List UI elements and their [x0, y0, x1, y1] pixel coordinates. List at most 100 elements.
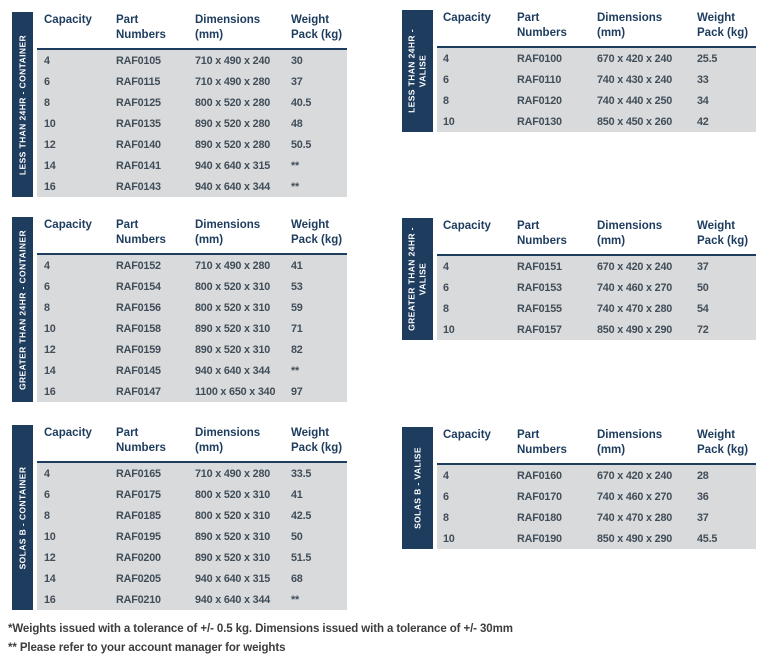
cell-capacity: 6 — [44, 75, 50, 88]
table-header: Capacity Part Numbers Dimensions (mm) We… — [37, 425, 347, 463]
cell-capacity: 10 — [443, 115, 455, 128]
column-header-part-numbers: Part Numbers — [517, 12, 567, 39]
table-row: 16 RAF0210 940 x 640 x 344 ** — [37, 589, 347, 610]
cell-part-number: RAF0135 — [116, 117, 161, 130]
table-row: 16 RAF0143 940 x 640 x 344 ** — [37, 176, 347, 197]
cell-capacity: 8 — [44, 96, 50, 109]
cell-dimensions: 850 x 490 x 290 — [597, 323, 673, 336]
table-row: 10 RAF0130 850 x 450 x 260 42 — [437, 111, 756, 132]
cell-part-number: RAF0154 — [116, 280, 161, 293]
cell-part-number: RAF0160 — [517, 469, 562, 482]
side-label: LESS THAN 24HR - VALISE — [406, 29, 428, 113]
cell-capacity: 6 — [443, 73, 449, 86]
cell-dimensions: 940 x 640 x 315 — [195, 159, 271, 172]
cell-weight: 34 — [697, 94, 709, 107]
table-header: Capacity Part Numbers Dimensions (mm) We… — [437, 218, 756, 256]
cell-part-number: RAF0141 — [116, 159, 161, 172]
table-row: 12 RAF0159 890 x 520 x 310 82 — [37, 339, 347, 360]
table-row: 4 RAF0160 670 x 420 x 240 28 — [437, 465, 756, 486]
cell-part-number: RAF0105 — [116, 54, 161, 67]
cell-part-number: RAF0125 — [116, 96, 161, 109]
side-label-bar: SOLAS B - VALISE — [402, 427, 433, 549]
cell-weight: 41 — [291, 488, 303, 501]
cell-capacity: 4 — [443, 52, 449, 65]
table-row: 8 RAF0185 800 x 520 x 310 42.5 — [37, 505, 347, 526]
table-row: 6 RAF0153 740 x 460 x 270 50 — [437, 277, 756, 298]
cell-part-number: RAF0140 — [116, 138, 161, 151]
cell-part-number: RAF0147 — [116, 385, 161, 398]
cell-dimensions: 800 x 520 x 310 — [195, 280, 271, 293]
cell-part-number: RAF0205 — [116, 572, 161, 585]
cell-capacity: 6 — [44, 488, 50, 501]
cell-capacity: 16 — [44, 385, 56, 398]
cell-weight: 25.5 — [697, 52, 718, 65]
cell-capacity: 12 — [44, 551, 56, 564]
cell-part-number: RAF0180 — [517, 511, 562, 524]
cell-capacity: 12 — [44, 138, 56, 151]
column-header-dimensions: Dimensions (mm) — [195, 427, 261, 454]
table-body: 4 RAF0165 710 x 490 x 280 33.5 6 RAF0175 800 x… — [37, 463, 347, 610]
table-row: 6 RAF0170 740 x 460 x 270 36 — [437, 486, 756, 507]
cell-part-number: RAF0175 — [116, 488, 161, 501]
cell-dimensions: 890 x 520 x 280 — [195, 117, 271, 130]
column-header-capacity: Capacity — [443, 12, 491, 24]
column-header-capacity: Capacity — [443, 429, 491, 441]
table-row: 8 RAF0120 740 x 440 x 250 34 — [437, 90, 756, 111]
cell-part-number: RAF0145 — [116, 364, 161, 377]
column-header-capacity: Capacity — [44, 427, 92, 439]
table-row: 6 RAF0110 740 x 430 x 240 33 — [437, 69, 756, 90]
cell-capacity: 14 — [44, 364, 56, 377]
cell-capacity: 10 — [44, 117, 56, 130]
cell-part-number: RAF0165 — [116, 467, 161, 480]
table-row: 16 RAF0147 1100 x 650 x 340 97 — [37, 381, 347, 402]
cell-part-number: RAF0185 — [116, 509, 161, 522]
cell-part-number: RAF0152 — [116, 259, 161, 272]
column-header-weight: Weight Pack (kg) — [291, 427, 343, 454]
cell-capacity: 10 — [443, 532, 455, 545]
cell-weight: 72 — [697, 323, 709, 336]
cell-part-number: RAF0143 — [116, 180, 161, 193]
table-row: 14 RAF0205 940 x 640 x 315 68 — [37, 568, 347, 589]
cell-weight: 68 — [291, 572, 303, 585]
cell-weight: 59 — [291, 301, 303, 314]
cell-weight: ** — [291, 593, 300, 606]
cell-weight: ** — [291, 159, 300, 172]
cell-dimensions: 940 x 640 x 344 — [195, 593, 271, 606]
cell-part-number: RAF0157 — [517, 323, 562, 336]
cell-capacity: 6 — [443, 490, 449, 503]
cell-capacity: 10 — [443, 323, 455, 336]
table-row: 14 RAF0141 940 x 640 x 315 ** — [37, 155, 347, 176]
side-label: GREATER THAN 24HR - VALISE — [406, 227, 428, 331]
table-row: 10 RAF0157 850 x 490 x 290 72 — [437, 319, 756, 340]
table-greater-than-24hr-valise: GREATER THAN 24HR - VALISE Capacity Part… — [402, 218, 756, 340]
cell-part-number: RAF0170 — [517, 490, 562, 503]
cell-dimensions: 670 x 420 x 240 — [597, 469, 673, 482]
cell-weight: 37 — [697, 260, 709, 273]
side-label-bar: GREATER THAN 24HR - CONTAINER — [12, 217, 33, 402]
cell-part-number: RAF0156 — [116, 301, 161, 314]
table-header: Capacity Part Numbers Dimensions (mm) We… — [437, 10, 756, 48]
cell-part-number: RAF0200 — [116, 551, 161, 564]
side-label: SOLAS B - CONTAINER — [16, 466, 27, 569]
column-header-part-numbers: Part Numbers — [517, 220, 567, 247]
cell-weight: 42.5 — [291, 509, 312, 522]
cell-part-number: RAF0210 — [116, 593, 161, 606]
cell-capacity: 4 — [443, 469, 449, 482]
cell-weight: 71 — [291, 322, 303, 335]
cell-capacity: 4 — [44, 54, 50, 67]
column-header-dimensions: Dimensions (mm) — [597, 429, 663, 456]
cell-part-number: RAF0115 — [116, 75, 161, 88]
cell-weight: 36 — [697, 490, 709, 503]
cell-capacity: 4 — [44, 467, 50, 480]
table-solas-b-container: SOLAS B - CONTAINER Capacity Part Number… — [12, 425, 347, 610]
table-row: 12 RAF0140 890 x 520 x 280 50.5 — [37, 134, 347, 155]
footnotes: *Weights issued with a tolerance of +/- … — [8, 620, 513, 657]
table-row: 14 RAF0145 940 x 640 x 344 ** — [37, 360, 347, 381]
column-header-capacity: Capacity — [44, 14, 92, 26]
table-row: 4 RAF0165 710 x 490 x 280 33.5 — [37, 463, 347, 484]
column-header-capacity: Capacity — [443, 220, 491, 232]
cell-capacity: 8 — [44, 301, 50, 314]
cell-weight: 51.5 — [291, 551, 312, 564]
cell-weight: 50.5 — [291, 138, 312, 151]
column-header-dimensions: Dimensions (mm) — [597, 12, 663, 39]
